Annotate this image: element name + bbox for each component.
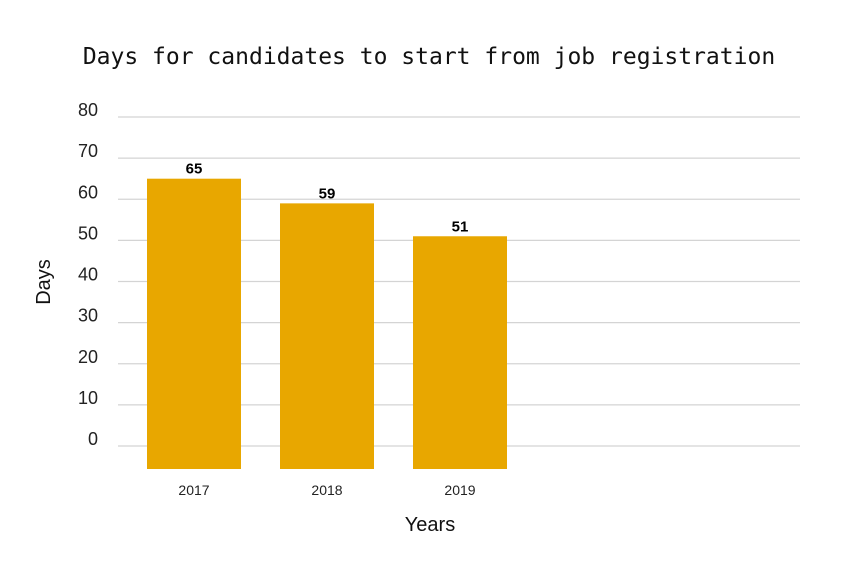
x-tick-label-2017: 2017 bbox=[178, 482, 209, 498]
data-labels: 65 59 51 bbox=[186, 161, 469, 236]
y-tick-label: 50 bbox=[78, 223, 98, 243]
y-tick-label: 30 bbox=[78, 306, 98, 326]
x-axis-title: Years bbox=[405, 514, 455, 536]
y-tick-label: 40 bbox=[78, 265, 98, 285]
bars bbox=[147, 178, 507, 470]
y-axis-ticks: 0 10 20 30 40 50 60 70 80 bbox=[78, 100, 98, 449]
bar-2018 bbox=[280, 203, 374, 470]
y-tick-label: 20 bbox=[78, 347, 98, 367]
data-label-2018: 59 bbox=[319, 185, 336, 202]
bar-2017 bbox=[147, 178, 241, 469]
y-tick-label: 0 bbox=[88, 429, 98, 449]
bar-2019 bbox=[413, 236, 507, 469]
data-label-2019: 51 bbox=[452, 218, 469, 235]
y-tick-label: 10 bbox=[78, 388, 98, 408]
x-tick-label-2018: 2018 bbox=[311, 482, 342, 498]
chart-title: Days for candidates to start from job re… bbox=[83, 44, 775, 70]
y-axis-title: Days bbox=[33, 259, 55, 305]
y-tick-label: 60 bbox=[78, 182, 98, 202]
y-tick-label: 80 bbox=[78, 100, 98, 120]
x-axis-ticks: 2017 2018 2019 bbox=[178, 482, 475, 498]
y-tick-label: 70 bbox=[78, 141, 98, 161]
x-tick-label-2019: 2019 bbox=[444, 482, 475, 498]
data-label-2017: 65 bbox=[186, 161, 203, 178]
